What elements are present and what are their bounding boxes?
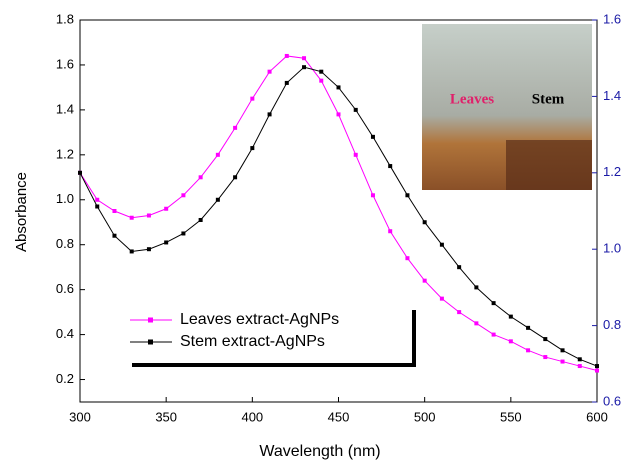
x-tick-label: 300 <box>69 409 91 424</box>
y-tick-label: 0.6 <box>56 281 74 296</box>
point <box>164 207 168 211</box>
point <box>595 364 599 368</box>
point <box>561 348 565 352</box>
point <box>371 193 375 197</box>
point <box>423 220 427 224</box>
point <box>285 54 289 58</box>
y2-tick-label: 1.2 <box>603 164 621 179</box>
point <box>492 333 496 337</box>
point <box>199 218 203 222</box>
point <box>147 213 151 217</box>
x-tick-label: 400 <box>241 409 263 424</box>
point <box>337 112 341 116</box>
point <box>216 198 220 202</box>
point <box>388 164 392 168</box>
point <box>95 198 99 202</box>
y-tick-label: 0.8 <box>56 236 74 251</box>
point <box>319 70 323 74</box>
inset-label: Leaves <box>450 91 494 107</box>
point <box>405 193 409 197</box>
point <box>457 265 461 269</box>
legend-label: Stem extract-AgNPs <box>180 333 325 350</box>
point <box>250 146 254 150</box>
point <box>268 70 272 74</box>
legend-label: Leaves extract-AgNPs <box>180 311 339 328</box>
y2-tick-label: 0.6 <box>603 393 621 408</box>
point <box>423 279 427 283</box>
point <box>457 310 461 314</box>
point <box>199 175 203 179</box>
point <box>130 216 134 220</box>
y-tick-label: 1.2 <box>56 146 74 161</box>
y-tick-label: 0.4 <box>56 326 74 341</box>
point <box>578 357 582 361</box>
point <box>302 65 306 69</box>
x-tick-label: 600 <box>586 409 608 424</box>
point <box>337 85 341 89</box>
point <box>233 175 237 179</box>
inset-photo-stem <box>506 140 592 190</box>
point <box>405 256 409 260</box>
y-tick-label: 1.0 <box>56 191 74 206</box>
y2-tick-label: 1.4 <box>603 88 621 103</box>
y-tick-label: 1.8 <box>56 11 74 26</box>
legend-marker <box>148 318 153 323</box>
chart: Wavelength (nm) Absorbance Leaves Stem 0… <box>0 0 638 463</box>
point <box>543 355 547 359</box>
point <box>268 112 272 116</box>
point <box>233 126 237 130</box>
y-tick-label: 1.4 <box>56 101 74 116</box>
point <box>561 360 565 364</box>
point <box>578 364 582 368</box>
point <box>112 234 116 238</box>
point <box>130 249 134 253</box>
point <box>181 193 185 197</box>
point <box>492 301 496 305</box>
point <box>440 243 444 247</box>
point <box>388 229 392 233</box>
y-axis-title: Absorbance <box>13 172 30 252</box>
point <box>354 108 358 112</box>
x-axis-title: Wavelength (nm) <box>259 443 380 460</box>
point <box>78 171 82 175</box>
x-tick-label: 550 <box>500 409 522 424</box>
point <box>509 339 513 343</box>
point <box>285 81 289 85</box>
point <box>526 326 530 330</box>
point <box>181 231 185 235</box>
point <box>354 153 358 157</box>
legend-marker <box>148 340 153 345</box>
point <box>526 348 530 352</box>
point <box>440 297 444 301</box>
inset-label: Stem <box>532 91 565 107</box>
point <box>371 135 375 139</box>
y-tick-label: 0.2 <box>56 371 74 386</box>
y2-tick-label: 1.0 <box>603 241 621 256</box>
point <box>147 247 151 251</box>
y-tick-label: 1.6 <box>56 56 74 71</box>
point <box>319 79 323 83</box>
x-tick-label: 350 <box>155 409 177 424</box>
point <box>250 97 254 101</box>
point <box>595 369 599 373</box>
point <box>164 240 168 244</box>
y2-tick-label: 0.8 <box>603 317 621 332</box>
point <box>474 321 478 325</box>
point <box>543 337 547 341</box>
point <box>95 205 99 209</box>
x-tick-label: 500 <box>414 409 436 424</box>
point <box>216 153 220 157</box>
point <box>302 56 306 60</box>
y2-tick-label: 1.6 <box>603 11 621 26</box>
point <box>474 285 478 289</box>
point <box>509 315 513 319</box>
point <box>112 209 116 213</box>
x-tick-label: 450 <box>328 409 350 424</box>
